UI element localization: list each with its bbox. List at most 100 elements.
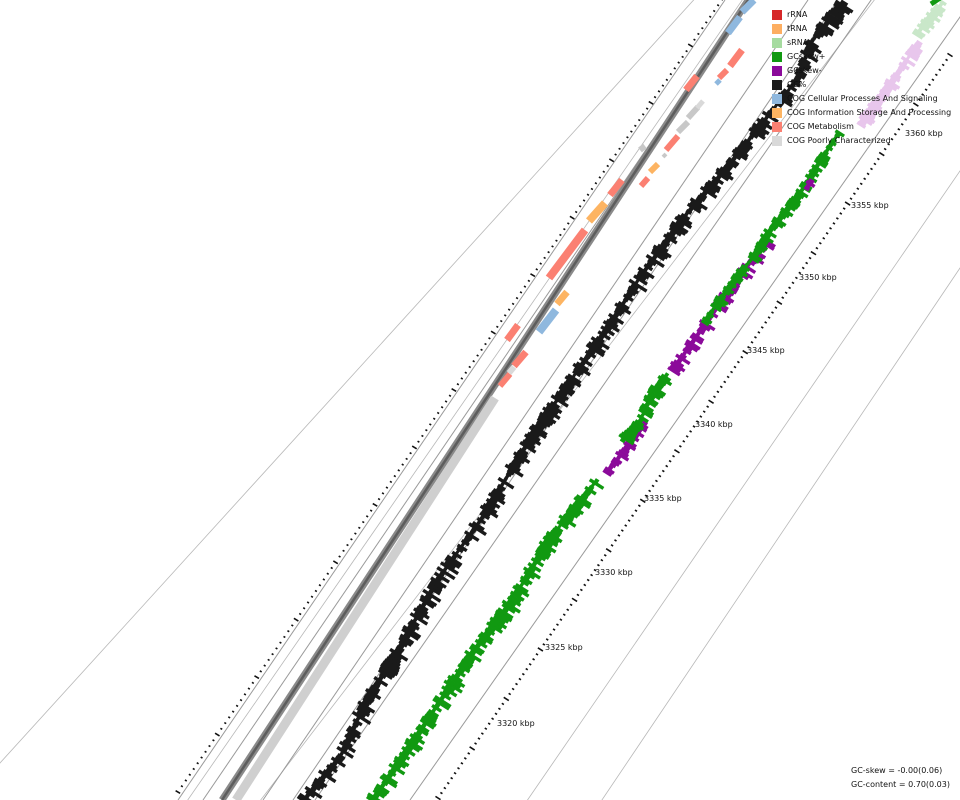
- gc-content-bar: [617, 300, 630, 311]
- gc-skew-positive-bar: [401, 749, 410, 757]
- outer-tick: [693, 38, 696, 41]
- outer-tick: [519, 291, 523, 294]
- cds-feature: [675, 119, 691, 135]
- gc-content-bar: [530, 423, 548, 437]
- gc-skew-positive-bar: [464, 653, 476, 663]
- gc-content-bar: [701, 190, 708, 197]
- gc-skew-positive-bar: [754, 244, 766, 253]
- gc-skew-positive-bar: [646, 389, 662, 401]
- outer-tick: [523, 285, 527, 288]
- gc-content-bar: [780, 90, 794, 101]
- gc-content-bar: [760, 116, 771, 126]
- gc-skew-positive-bar: [489, 616, 508, 630]
- guide-line: [314, 0, 872, 800]
- legend-item: tRNA: [772, 22, 951, 36]
- gc-skew-positive-bar: [380, 782, 386, 788]
- scale-tick: [832, 222, 836, 225]
- gc-content-bar: [479, 515, 485, 521]
- gc-skew-positive-bar: [439, 695, 446, 701]
- gc-content-bar: [587, 348, 596, 356]
- gc-skew-positive-bar: [834, 129, 845, 138]
- gc-skew-positive-bar: [575, 494, 592, 507]
- gc-content-bar: [575, 361, 590, 372]
- gc-content-bar: [626, 288, 637, 297]
- scale-tick: [668, 459, 672, 463]
- scale-tick: [685, 435, 689, 438]
- gc-content-bar: [797, 62, 810, 72]
- gc-content-bar: [438, 571, 446, 577]
- outer-tick: [618, 147, 621, 151]
- gc-skew-positive-bar: [718, 293, 727, 301]
- gc-content-bar: [402, 624, 422, 639]
- gc-content-bar: [463, 536, 471, 544]
- scale-tick: [532, 657, 536, 661]
- gc-skew-positive-bar: [509, 593, 522, 604]
- legend-swatch: [772, 80, 782, 90]
- gc-skew-negative-bar: [602, 468, 613, 477]
- gc-skew-negative-bar: [805, 183, 812, 189]
- scale-tick: [702, 410, 706, 413]
- scale-tick: [631, 514, 635, 517]
- gc-skew-positive-bar: [824, 147, 830, 153]
- scale-tick: [457, 766, 460, 770]
- gc-content-bar: [643, 266, 649, 272]
- gc-skew-faded-bar: [896, 67, 904, 74]
- scale-tick: [571, 597, 578, 603]
- gc-skew-positive-bar: [814, 162, 821, 168]
- gc-content-bar: [398, 636, 413, 647]
- scale-tick: [566, 608, 570, 612]
- gc-content-bar: [546, 402, 563, 415]
- gc-skew-positive-bar: [372, 788, 386, 799]
- gc-content-bar: [460, 539, 470, 547]
- gc-skew-positive-bar: [808, 168, 820, 178]
- gc-skew-positive-bar: [509, 590, 525, 602]
- legend-label: COG Cellular Processes And Signaling: [787, 94, 938, 103]
- gc-skew-positive-bar: [427, 708, 440, 718]
- gc-skew-positive-bar: [538, 540, 557, 554]
- scale-tick: [856, 187, 860, 191]
- outer-tick: [503, 314, 507, 317]
- scale-tick: [508, 692, 512, 696]
- scale-tick: [924, 88, 928, 91]
- gc-skew-positive-bar: [534, 555, 542, 563]
- cds-feature: [638, 143, 647, 153]
- scale-tick: [617, 534, 621, 537]
- gc-content-bar: [409, 618, 420, 628]
- gc-content-bar: [428, 582, 443, 593]
- scale-tick: [938, 68, 942, 72]
- gc-skew-positive-bar: [523, 570, 536, 580]
- gc-skew-positive-bar: [549, 529, 561, 539]
- scale-tick-label: 3360 kbp: [905, 129, 943, 138]
- gc-skew-positive-bar: [431, 703, 443, 713]
- gc-content-bar: [325, 764, 338, 774]
- gc-skew-negative-bar: [675, 353, 691, 366]
- gc-skew-positive-bar: [714, 294, 729, 306]
- gc-content-bar: [792, 77, 802, 85]
- gc-skew-positive-bar: [929, 0, 942, 7]
- gc-skew-positive-bar: [492, 615, 506, 626]
- gc-skew-positive-bar: [477, 637, 487, 645]
- gc-content-bar: [668, 226, 682, 237]
- gc-skew-positive-bar: [431, 707, 437, 713]
- gc-content-bar: [339, 751, 345, 757]
- gc-skew-faded-bar: [911, 30, 924, 40]
- gc-content-bar: [508, 462, 521, 473]
- gc-skew-positive-bar: [397, 754, 407, 762]
- gc-content-bar: [304, 785, 323, 800]
- gc-content-bar: [773, 103, 778, 109]
- gc-skew-negative-bar: [807, 178, 815, 185]
- gc-skew-positive-bar: [519, 575, 533, 586]
- outer-tick: [200, 756, 203, 759]
- outer-tick: [701, 26, 704, 30]
- gc-content-bar: [645, 254, 665, 269]
- outer-tick: [590, 187, 594, 191]
- gc-skew-positive-bar: [457, 666, 466, 674]
- gc-content-bar: [630, 283, 639, 291]
- outer-tick: [214, 732, 220, 737]
- gc-content-bar: [689, 197, 708, 211]
- gc-content-bar: [536, 416, 551, 428]
- scale-tick: [487, 722, 491, 726]
- scale-tick: [713, 395, 716, 399]
- gc-skew-positive-bar: [534, 548, 550, 560]
- gc-skew-positive-bar: [365, 795, 376, 800]
